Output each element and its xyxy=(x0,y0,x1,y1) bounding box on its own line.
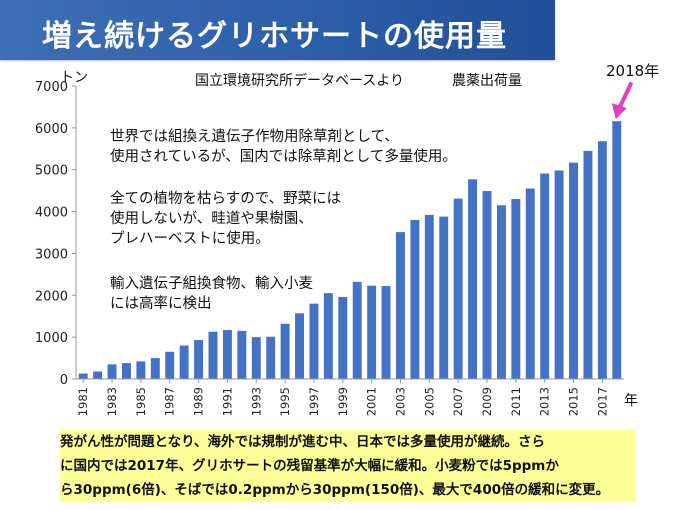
x-tick-label: 2015 xyxy=(567,387,581,416)
bar xyxy=(78,373,88,379)
x-tick-label: 1995 xyxy=(278,387,292,416)
note-line: 世界では組換え遺伝子作物用除草剤として、 xyxy=(110,129,399,145)
x-tick-label: 1991 xyxy=(220,387,234,416)
x-unit-label: 年 xyxy=(624,393,638,409)
bar xyxy=(93,371,103,379)
bar xyxy=(165,351,175,379)
callout-arrow xyxy=(617,82,633,110)
bar xyxy=(136,361,146,379)
x-tick-label: 1997 xyxy=(307,387,321,416)
note-line: プレハーベストに使用。 xyxy=(110,231,270,247)
bar xyxy=(352,281,362,379)
bar xyxy=(540,173,550,379)
bar xyxy=(295,313,304,379)
bar xyxy=(150,358,160,379)
bar xyxy=(208,331,218,379)
caption-box: 発がん性が問題となり、海外では規制が進む中、日本では多量使用が継続。さら に国内… xyxy=(60,430,636,502)
y-tick-label: 4000 xyxy=(35,206,68,221)
bar xyxy=(496,205,506,379)
bar xyxy=(222,330,232,379)
bar xyxy=(237,330,247,379)
x-tick-label: 1999 xyxy=(336,387,350,416)
x-tick-label: 2011 xyxy=(509,387,523,416)
note-line: 全ての植物を枯らすので、野菜には xyxy=(110,191,342,207)
series-label: 農薬出荷量 xyxy=(452,73,522,89)
x-tick-label: 1981 xyxy=(76,387,90,416)
source-label: 国立環境研究所データベースより xyxy=(195,73,405,89)
bar xyxy=(280,323,290,379)
caption-line: ら30ppm(6倍)、そばでは0.2ppmから30ppm(150倍)、最大で40… xyxy=(60,482,610,498)
x-tick-label: 1993 xyxy=(249,387,263,416)
x-tick-label: 1985 xyxy=(134,387,148,416)
title-bar: 増え続けるグリホサートの使用量 xyxy=(0,0,555,60)
bar xyxy=(410,219,420,379)
y-tick-label: 5000 xyxy=(35,164,68,179)
note-line: 使用されているが、国内では除草剤として多量使用。 xyxy=(110,149,457,165)
callout-arrowhead xyxy=(611,103,627,120)
bar xyxy=(554,170,564,379)
x-tick-label: 2001 xyxy=(365,387,379,416)
x-tick-label: 1989 xyxy=(192,387,206,416)
x-tick-label: 2003 xyxy=(393,387,407,416)
bar xyxy=(338,296,348,379)
note-3: 輸入遺伝子組換食物、輸入小麦 には高率に検出 xyxy=(110,274,313,314)
bar xyxy=(396,232,405,379)
bar xyxy=(122,363,131,379)
x-tick-label: 2013 xyxy=(538,387,552,416)
bar xyxy=(511,199,521,379)
bar xyxy=(569,162,578,379)
bar xyxy=(381,286,391,379)
bar xyxy=(107,364,117,379)
y-tick-label: 0 xyxy=(60,373,68,388)
y-tick-label: 7000 xyxy=(35,80,68,95)
bar xyxy=(597,141,607,379)
bar xyxy=(525,188,535,379)
callout-label: 2018年 xyxy=(606,62,660,80)
bar xyxy=(468,179,478,379)
note-line: には高率に検出 xyxy=(110,296,212,312)
y-tick-label: 6000 xyxy=(35,122,68,137)
page-title: 増え続けるグリホサートの使用量 xyxy=(42,19,507,54)
y-unit-label: トン xyxy=(60,70,88,86)
bar xyxy=(482,191,492,379)
bar xyxy=(583,150,593,379)
bar xyxy=(439,216,449,379)
caption-line: 発がん性が問題となり、海外では規制が進む中、日本では多量使用が継続。さら xyxy=(60,434,546,450)
bar xyxy=(251,337,261,379)
note-line: 使用しないが、畦道や果樹園、 xyxy=(110,211,313,227)
y-tick-label: 2000 xyxy=(35,289,68,304)
bar xyxy=(179,345,189,379)
x-tick-label: 2017 xyxy=(595,387,609,416)
x-tick-label: 2009 xyxy=(480,387,494,416)
note-2: 全ての植物を枯らすので、野菜には 使用しないが、畦道や果樹園、 プレハーベストに… xyxy=(110,189,341,249)
note-line: 輸入遺伝子組換食物、輸入小麦 xyxy=(110,276,313,292)
bar xyxy=(612,121,622,379)
y-tick-label: 1000 xyxy=(35,331,68,346)
x-tick-label: 2005 xyxy=(422,387,436,416)
x-tick-label: 1983 xyxy=(105,387,119,416)
bar xyxy=(266,336,276,379)
bar xyxy=(309,303,319,379)
x-tick-label: 1987 xyxy=(163,387,177,416)
bar xyxy=(367,285,377,379)
note-1: 世界では組換え遺伝子作物用除草剤として、 使用されているが、国内では除草剤として… xyxy=(110,127,457,167)
y-tick-label: 3000 xyxy=(35,247,68,262)
bar xyxy=(194,340,204,379)
caption-line: に国内では2017年、グリホサートの残留基準が大幅に緩和。小麦粉では5ppmか xyxy=(60,458,559,474)
bar xyxy=(453,198,463,379)
bar xyxy=(424,214,434,379)
x-tick-label: 2007 xyxy=(451,387,465,416)
bar xyxy=(323,293,333,379)
